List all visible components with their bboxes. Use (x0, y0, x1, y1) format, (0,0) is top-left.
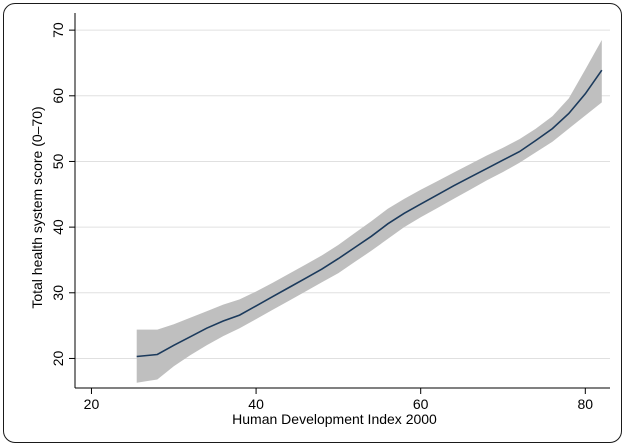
chart-frame (3, 3, 622, 443)
x-tick-label-60: 60 (413, 396, 429, 412)
y-tick-label-20: 20 (50, 350, 66, 366)
axes (74, 13, 610, 389)
y-tick-label-60: 60 (50, 88, 66, 104)
y-axis-title: Total health system score (0–70) (29, 106, 45, 308)
y-tick-label-30: 30 (50, 285, 66, 301)
chart-svg: 20 40 60 80 20 30 40 50 60 70 Human Development I… (29, 13, 610, 427)
x-tick-label-80: 80 (578, 396, 594, 412)
x-axis-title: Human Development Index 2000 (232, 411, 437, 427)
ticks: 20 40 60 80 20 30 40 50 60 70 (50, 22, 593, 412)
x-tick-label-40: 40 (248, 396, 264, 412)
y-tick-label-50: 50 (50, 153, 66, 169)
grid-lines (75, 29, 610, 359)
confidence-band (136, 40, 602, 383)
y-tick-label-40: 40 (50, 219, 66, 235)
x-tick-label-20: 20 (84, 396, 100, 412)
fitted-line (136, 69, 603, 358)
y-tick-label-70: 70 (50, 22, 66, 38)
